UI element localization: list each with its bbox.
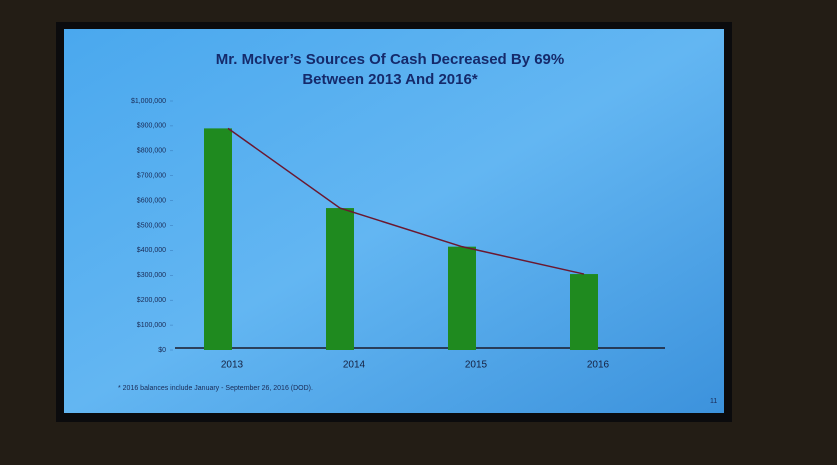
- trend-line: [227, 127, 585, 275]
- y-tick-label: $500,000: [137, 222, 166, 229]
- chart-title: Mr. McIver’s Sources Of Cash Decreased B…: [216, 51, 565, 68]
- y-tick-label: $700,000: [137, 173, 166, 180]
- y-tick-label: $400,000: [137, 247, 166, 254]
- x-tick-label: 2013: [221, 360, 244, 371]
- y-tick-label: $900,000: [137, 123, 166, 130]
- bar: [448, 246, 476, 350]
- page-number: 11: [710, 398, 717, 405]
- y-tick-label: $300,000: [137, 272, 166, 279]
- bar: [570, 274, 598, 350]
- x-tick-label: 2016: [587, 360, 610, 371]
- y-tick-label: $1,000,000: [131, 98, 166, 105]
- y-tick-label: $100,000: [137, 322, 166, 329]
- y-tick-label: $0: [158, 347, 166, 354]
- bar: [326, 208, 354, 350]
- bar: [204, 128, 232, 350]
- y-tick-label: $600,000: [137, 197, 166, 204]
- x-tick-label: 2015: [465, 360, 488, 371]
- footnote: * 2016 balances include January - Septem…: [118, 385, 313, 392]
- slide: [64, 29, 724, 413]
- x-tick-label: 2014: [343, 360, 366, 371]
- y-tick-label: $200,000: [137, 297, 166, 304]
- chart-title: Between 2013 And 2016*: [302, 71, 478, 88]
- y-tick-label: $800,000: [137, 148, 166, 155]
